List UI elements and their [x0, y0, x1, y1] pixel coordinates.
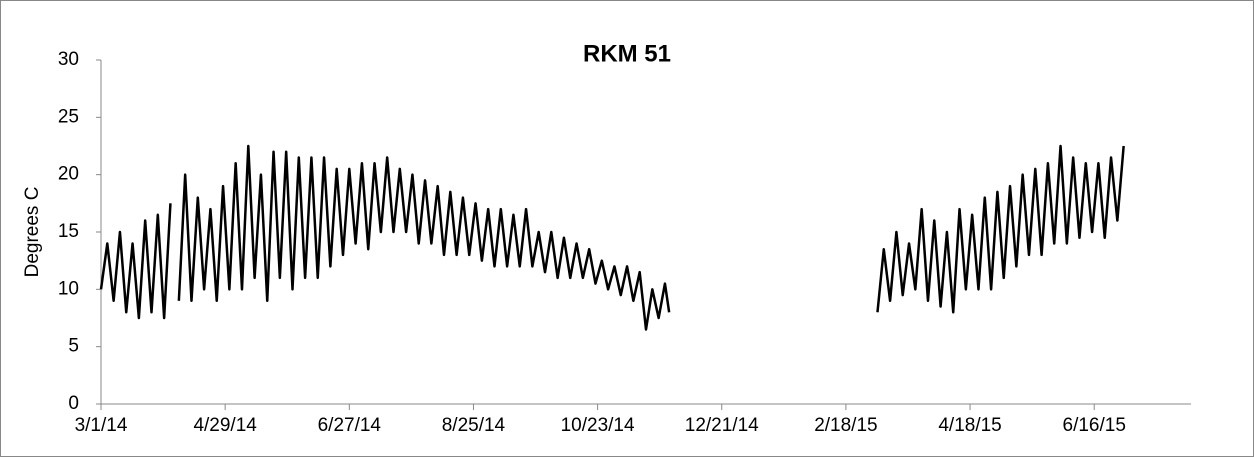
x-tick-label: 10/23/14: [561, 415, 635, 436]
x-tick-label: 12/21/14: [685, 415, 759, 436]
x-tick-label: 4/18/15: [938, 415, 1001, 436]
y-tick-label: 5: [68, 336, 79, 357]
y-tick-label: 30: [58, 49, 79, 70]
y-axis-label: Degrees C: [22, 187, 43, 278]
x-tick-label: 2/18/15: [814, 415, 877, 436]
y-tick-label: 25: [58, 106, 79, 127]
y-tick-label: 15: [58, 221, 79, 242]
data-line: [99, 144, 1125, 331]
x-tick-label: 8/25/14: [442, 415, 506, 436]
y-tick-label: 20: [58, 164, 79, 185]
x-tick-label: 3/1/14: [75, 415, 128, 436]
y-tick-label: 10: [58, 278, 79, 299]
x-tick-label: 4/29/14: [193, 415, 257, 436]
y-tick-label: 0: [68, 393, 79, 414]
x-tick-label: 6/16/15: [1063, 415, 1126, 436]
x-tick-label: 6/27/14: [318, 415, 382, 436]
chart-title: RKM 51: [583, 40, 671, 67]
